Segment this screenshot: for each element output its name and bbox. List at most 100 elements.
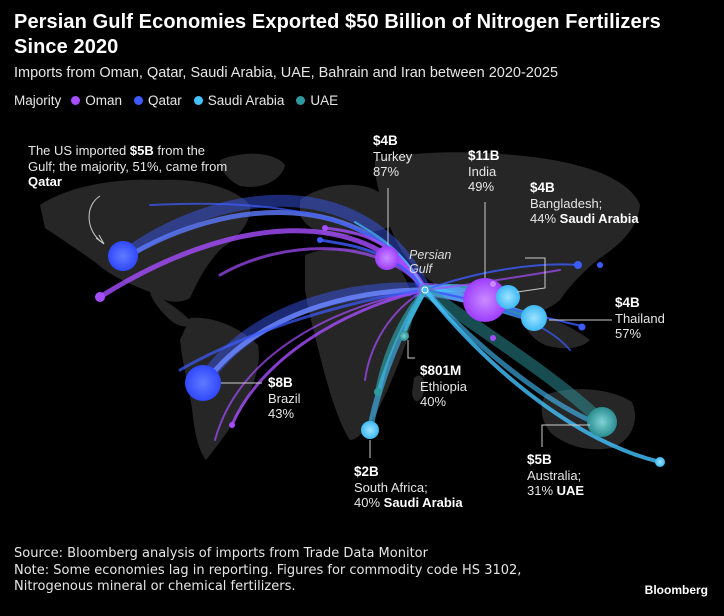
annotation-ethiopia-value: $801M xyxy=(420,363,462,378)
legend-swatch-qatar xyxy=(134,96,144,105)
bubble-east-asia-2 xyxy=(578,323,586,331)
flow-line-east-asia-4 xyxy=(424,289,571,351)
destination-bubbles xyxy=(95,225,665,467)
bubble-turkey xyxy=(375,246,399,270)
bubble-south-africa xyxy=(361,421,379,439)
annotation-thailand-share: 57% xyxy=(615,326,642,341)
flow-line-brazil-4 xyxy=(214,289,426,441)
annotation-ethiopia-share: 40% xyxy=(420,394,447,409)
annotation-australia-country: UAE xyxy=(556,483,585,498)
annotation-turkey-value: $4B xyxy=(373,133,398,148)
annotation-bangladesh-name: Bangladesh; xyxy=(530,195,603,211)
annotation-us-mid: from the Gulf; the majority, 51%, came f… xyxy=(28,143,228,174)
flow-line-new-zealand xyxy=(423,288,662,464)
annotation-us-value: $5B xyxy=(129,143,154,158)
flow-line-africa-2 xyxy=(364,289,426,381)
annotation-india-value: $11B xyxy=(468,148,500,163)
annotation-turkey-name: Turkey xyxy=(373,148,413,164)
bloomberg-logo: Bloomberg xyxy=(644,583,708,597)
annotation-australia: $5B Australia; 31% UAE xyxy=(527,452,584,499)
annotation-india: $11B India 49% xyxy=(468,148,500,195)
legend-item-uae: UAE xyxy=(296,93,338,108)
legend-label-oman: Oman xyxy=(85,93,123,108)
bubble-thailand xyxy=(521,305,547,331)
source-text: Source: Bloomberg analysis of imports fr… xyxy=(14,546,428,561)
flow-line-us-1 xyxy=(119,194,431,296)
annotation-ethiopia-name: Ethiopia xyxy=(420,378,467,394)
flow-line-east-asia-1 xyxy=(424,263,579,291)
flow-line-australia-1 xyxy=(419,284,608,428)
flow-line-brazil-3 xyxy=(230,288,427,427)
annotation-south-africa: $2B South Africa; 40% Saudi Arabia xyxy=(354,464,463,511)
annotation-bangladesh: $4B Bangladesh; 44% Saudi Arabia xyxy=(530,180,639,227)
legend-item-oman: Oman xyxy=(71,93,122,108)
hub-marker xyxy=(421,286,429,294)
flow-line-brazil-5 xyxy=(178,288,427,372)
legend: Majority Oman Qatar Saudi Arabia UAE xyxy=(14,93,350,108)
annotation-india-name: India xyxy=(468,163,497,179)
annotation-brazil-share: 43% xyxy=(268,406,295,421)
bubble-brazil xyxy=(185,365,221,401)
flow-line-east-asia-3 xyxy=(424,269,561,291)
legend-item-qatar: Qatar xyxy=(134,93,182,108)
legend-swatch-oman xyxy=(71,96,81,105)
annotation-brazil-value: $8B xyxy=(268,375,293,390)
bubble-south-america-1 xyxy=(229,422,235,428)
legend-label-qatar: Qatar xyxy=(148,93,182,108)
annotation-us-country: Qatar xyxy=(28,174,62,189)
annotation-bangladesh-country: Saudi Arabia xyxy=(559,211,639,226)
bubble-new-zealand xyxy=(655,457,665,467)
callout-lines xyxy=(88,188,612,458)
annotation-ethiopia: $801M Ethiopia 40% xyxy=(420,363,467,410)
annotation-india-share: 49% xyxy=(468,179,495,194)
flow-line-americas-5 xyxy=(218,247,427,292)
land-asia xyxy=(374,152,640,314)
bubble-east-asia-4 xyxy=(490,335,496,341)
annotation-south-africa-name: South Africa; xyxy=(354,479,428,495)
bubble-east-asia-1 xyxy=(574,261,582,269)
annotation-turkey-share: 87% xyxy=(373,164,400,179)
legend-swatch-saudi-arabia xyxy=(193,96,203,105)
legend-label-uae: UAE xyxy=(310,93,339,108)
hub-label: Persian Gulf xyxy=(409,248,452,276)
flow-line-south-africa xyxy=(367,287,428,433)
bubble-east-asia-3 xyxy=(597,262,603,268)
annotation-thailand-name: Thailand xyxy=(615,310,665,326)
annotation-brazil: $8B Brazil 43% xyxy=(268,375,301,422)
bubble-europe-2 xyxy=(317,237,323,243)
annotation-south-africa-country: Saudi Arabia xyxy=(383,495,463,510)
flow-lines xyxy=(97,194,662,464)
annotation-bangladesh-share: 44% xyxy=(530,211,557,226)
flow-line-brazil-2 xyxy=(202,287,428,386)
bubble-europe-1 xyxy=(322,225,328,231)
land-north-america xyxy=(40,179,251,302)
legend-item-saudi-arabia: Saudi Arabia xyxy=(193,93,285,108)
annotation-thailand-value: $4B xyxy=(615,295,640,310)
bubble-bangladesh xyxy=(496,285,520,309)
callout-ethiopia xyxy=(407,340,415,359)
annotation-bangladesh-value: $4B xyxy=(530,180,555,195)
chart-subtitle: Imports from Oman, Qatar, Saudi Arabia, … xyxy=(14,65,559,81)
land-greenland xyxy=(220,153,285,187)
annotation-australia-name: Australia; xyxy=(527,467,582,483)
callout-bangladesh xyxy=(516,257,546,293)
legend-label-saudi-arabia: Saudi Arabia xyxy=(207,93,285,108)
land-central-america xyxy=(150,292,192,327)
bubble-ethiopia xyxy=(399,331,409,341)
legend-swatch-uae xyxy=(296,96,306,105)
flow-line-europe-2 xyxy=(318,238,427,292)
land-masses xyxy=(40,152,640,460)
bubble-india-inner xyxy=(490,281,496,287)
annotation-us-pre: The US imported xyxy=(28,143,130,158)
bubble-africa-1 xyxy=(374,388,382,396)
chart-title: Persian Gulf Economies Exported $50 Bill… xyxy=(14,11,661,58)
annotation-australia-share: 31% xyxy=(527,483,554,498)
bubble-us xyxy=(108,241,138,271)
annotation-australia-value: $5B xyxy=(527,452,552,467)
annotation-us: The US imported $5B from the Gulf; the m… xyxy=(28,143,233,190)
note-text: Note: Some economies lag in reporting. F… xyxy=(14,562,522,595)
callout-us-arrow-head xyxy=(95,234,105,245)
callout-australia xyxy=(541,424,590,447)
land-madagascar xyxy=(412,375,425,402)
